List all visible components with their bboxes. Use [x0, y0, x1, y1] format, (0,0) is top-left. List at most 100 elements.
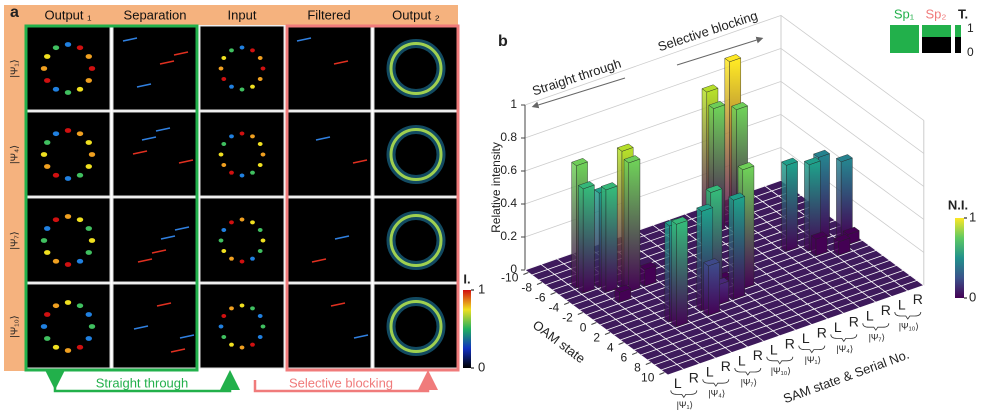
beam-spot — [85, 78, 92, 83]
bar-side — [571, 161, 577, 289]
bar-side — [623, 159, 629, 293]
z-tick-label: 0.6 — [500, 163, 517, 177]
beam-spot — [85, 312, 92, 317]
beam-spot — [250, 170, 255, 175]
colorbar — [463, 290, 471, 368]
image-cell — [199, 197, 285, 283]
bar-side — [696, 207, 702, 311]
floor-line — [647, 270, 904, 361]
beam-spot — [260, 66, 266, 71]
beam-spot — [85, 140, 92, 145]
bar — [781, 157, 799, 252]
bar-top — [842, 226, 860, 235]
bar-top — [671, 216, 689, 225]
bar-top — [803, 157, 821, 166]
beam-spot — [52, 303, 60, 309]
beam-ring — [389, 42, 443, 95]
colorbar-title: I. — [463, 271, 470, 286]
beam-streak — [137, 258, 153, 263]
beam-spot — [76, 172, 84, 178]
beam-streak — [330, 302, 346, 307]
beam-streak — [170, 348, 186, 353]
floor-line — [620, 250, 877, 341]
floor-line — [633, 260, 890, 351]
beam-spot — [221, 56, 227, 60]
arrow-blocking — [253, 370, 438, 393]
beam-spot — [76, 303, 84, 309]
group-label: |Ψ₇⟩ — [741, 377, 757, 387]
beam-spot — [250, 134, 255, 139]
sam-label: R — [753, 347, 763, 363]
group-brace — [734, 367, 762, 376]
red-frame — [285, 24, 460, 372]
floor-line — [540, 264, 685, 370]
beam-spot — [260, 324, 266, 329]
bar-top — [708, 101, 726, 109]
beam-streak — [173, 51, 189, 56]
bar-side — [578, 184, 584, 294]
beam-spot — [257, 335, 263, 339]
bar — [623, 155, 641, 293]
beam-spot — [44, 78, 51, 83]
bar-front — [582, 184, 595, 294]
beam-ring — [389, 300, 443, 353]
beam-spot — [250, 342, 255, 347]
floor-line — [626, 255, 884, 346]
bar-top — [731, 102, 749, 110]
image-cell — [112, 283, 198, 369]
arrow-label: Straight through — [96, 375, 189, 390]
beam-spot — [229, 170, 234, 175]
beam-streak — [155, 127, 171, 132]
beam-spot — [64, 262, 72, 267]
beam-spot — [221, 314, 227, 318]
beam-spot — [260, 238, 266, 243]
floor-line — [620, 236, 765, 342]
annotation-arrow — [676, 36, 764, 66]
x-tick-label: -8 — [521, 281, 532, 295]
bar-side — [781, 161, 787, 252]
beam-spot — [250, 48, 255, 53]
beam-spot — [76, 131, 84, 137]
sam-label: L — [866, 308, 874, 324]
bar-top — [703, 258, 721, 267]
legend-label: Sp₁ — [894, 6, 915, 21]
bar-top — [833, 234, 851, 243]
bar — [833, 234, 851, 256]
beam-spot — [239, 303, 245, 308]
beam-spot — [52, 258, 60, 264]
group-brace — [670, 390, 698, 399]
x-tick-label: -10 — [501, 271, 519, 285]
bar-side — [836, 157, 842, 240]
beam-spot — [257, 228, 263, 232]
image-cell — [25, 197, 111, 283]
sam-label: L — [674, 375, 682, 391]
beam-spot — [250, 84, 255, 89]
beam-spot — [44, 312, 51, 317]
beam-ring — [389, 214, 443, 267]
floor-line — [660, 280, 918, 371]
image-cell — [112, 197, 198, 283]
beam-spot — [52, 217, 60, 223]
arrow-straight — [45, 370, 240, 393]
beam-streak — [141, 136, 157, 141]
panel-label: a — [10, 4, 19, 21]
bar-top — [600, 182, 618, 191]
group-label: |Ψ₁₀⟩ — [771, 366, 791, 376]
y-axis-title: SAM state & Serial No. — [781, 347, 911, 407]
beam-spot — [40, 66, 48, 71]
bar-top — [616, 143, 634, 152]
beam-streak — [333, 60, 349, 65]
floor-line — [654, 275, 911, 366]
beam-spot — [88, 238, 96, 243]
x-tick-label: -6 — [535, 291, 546, 305]
group-brace — [766, 356, 794, 365]
x-tick — [659, 372, 665, 375]
sam-label: R — [881, 302, 891, 318]
sam-label: R — [721, 358, 731, 374]
beam-ring — [389, 128, 443, 181]
sam-label: L — [706, 364, 714, 380]
bar-side — [617, 147, 623, 288]
beam-streak — [132, 150, 148, 155]
beam-streak — [136, 83, 152, 88]
beam-spot — [76, 217, 84, 223]
